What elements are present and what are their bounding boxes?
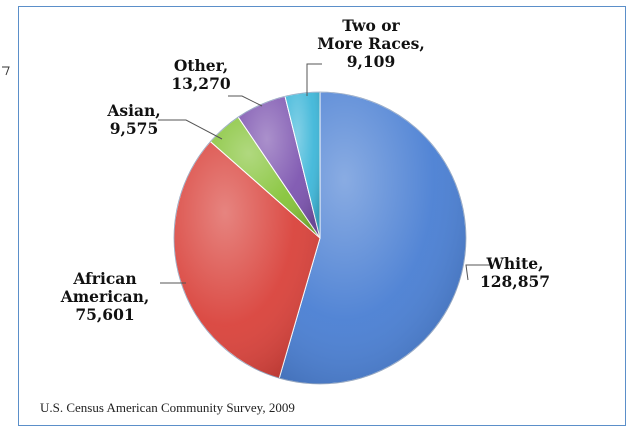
- label-two-or-more: Two or More Races, 9,109: [317, 16, 425, 71]
- label-african-american-line-3: 75,601: [75, 305, 134, 324]
- label-white-line-2: 128,857: [480, 272, 550, 291]
- label-asian-line-2: 9,575: [110, 119, 159, 138]
- label-african-american-line-1: African: [72, 269, 136, 288]
- label-other-line-2: 13,270: [171, 74, 231, 93]
- label-african-american: African American, 75,601: [60, 269, 150, 324]
- label-white: White, 128,857: [480, 254, 550, 291]
- slice-asian-shading: [210, 117, 320, 238]
- label-other: Other, 13,270: [171, 56, 231, 93]
- label-asian: Asian, 9,575: [106, 101, 160, 138]
- slice-white-shading: [279, 92, 466, 384]
- edge-mark: [2, 66, 10, 76]
- slice-african-american-shading: [174, 141, 320, 379]
- label-two-or-more-line-1: Two or: [342, 16, 400, 35]
- label-white-line-1: White,: [486, 254, 544, 273]
- label-asian-line-1: Asian,: [106, 101, 160, 120]
- slice-other-shading: [238, 96, 320, 238]
- label-white-leader: [465, 264, 490, 281]
- label-other-line-1: Other,: [174, 56, 228, 75]
- label-two-or-more-line-2: More Races,: [317, 34, 425, 53]
- label-two-or-more-leader: [306, 63, 322, 96]
- slice-two-or-more-shading: [284, 92, 320, 238]
- label-two-or-more-line-3: 9,109: [347, 52, 396, 71]
- pie-rim: [173, 91, 467, 385]
- label-other-leader: [228, 95, 263, 107]
- source-note: U.S. Census American Community Survey, 2…: [40, 400, 295, 415]
- label-african-american-line-2: American,: [60, 287, 150, 306]
- label-asian-leader: [158, 119, 223, 140]
